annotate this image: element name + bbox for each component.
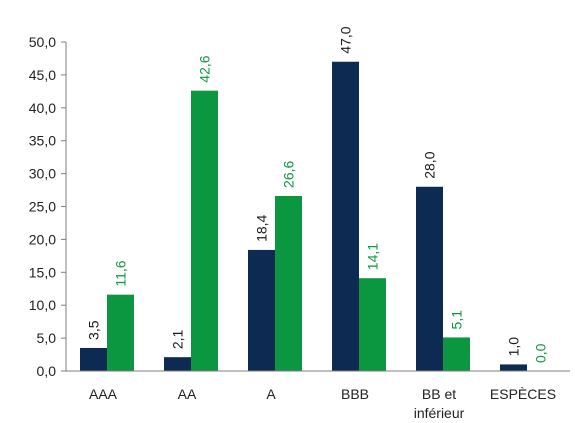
data-label: 11,6 (113, 260, 129, 286)
y-tick-label: 15,0 (29, 264, 56, 280)
bar-series-1 (80, 347, 107, 371)
data-label: 26,6 (281, 161, 297, 188)
y-tick-label: 30,0 (29, 166, 56, 182)
bar-series-1 (164, 357, 191, 371)
data-label: 2,1 (170, 330, 186, 350)
bar-series-1 (500, 364, 527, 371)
y-tick-label: 35,0 (29, 133, 56, 149)
data-label: 3,5 (86, 320, 102, 340)
y-tick-label: 50,0 (29, 34, 56, 50)
y-tick-label: 25,0 (29, 199, 56, 215)
y-tick-label: 10,0 (29, 297, 56, 313)
bar-series-2 (107, 294, 134, 371)
bars (80, 61, 527, 372)
x-tick-label: AAA (89, 386, 118, 402)
data-label: 0,0 (533, 343, 549, 363)
data-label: 14,1 (365, 243, 381, 270)
x-tick-label: AA (178, 386, 197, 402)
x-tick-label: ESPÈCES (490, 386, 556, 402)
y-tick-label: 45,0 (29, 67, 56, 83)
bar-series-2 (359, 278, 386, 371)
data-label: 28,0 (422, 151, 438, 178)
x-tick-label: BB et inférieur (414, 386, 465, 421)
y-tick-label: 20,0 (29, 231, 56, 247)
y-tick-label: 40,0 (29, 100, 56, 116)
x-tick-label: BBB (341, 386, 369, 402)
data-label: 47,0 (338, 26, 354, 53)
bar-series-2 (191, 90, 218, 371)
bar-series-2 (443, 337, 470, 371)
bar-series-1 (248, 249, 275, 371)
bar-series-2 (275, 195, 302, 371)
y-tick-label: 0,0 (37, 363, 57, 379)
data-labels: 3,5 11,6 2,1 42,6 18,4 26,6 47,0 14,1 28,0 5,1 1,0… (86, 26, 549, 363)
data-label: 42,6 (197, 55, 213, 82)
data-label: 18,4 (254, 214, 270, 241)
y-axis: 0,0 5,0 10,0 15,0 20,0 25,0 30,0 35,0 40,0 45,0 50… (29, 34, 67, 379)
y-tick-label: 5,0 (37, 330, 57, 346)
bar-series-1 (332, 61, 359, 372)
bar-series-1 (416, 186, 443, 371)
x-tick-label: A (266, 386, 276, 402)
data-label: 5,1 (449, 310, 465, 330)
data-label: 1,0 (506, 337, 522, 357)
